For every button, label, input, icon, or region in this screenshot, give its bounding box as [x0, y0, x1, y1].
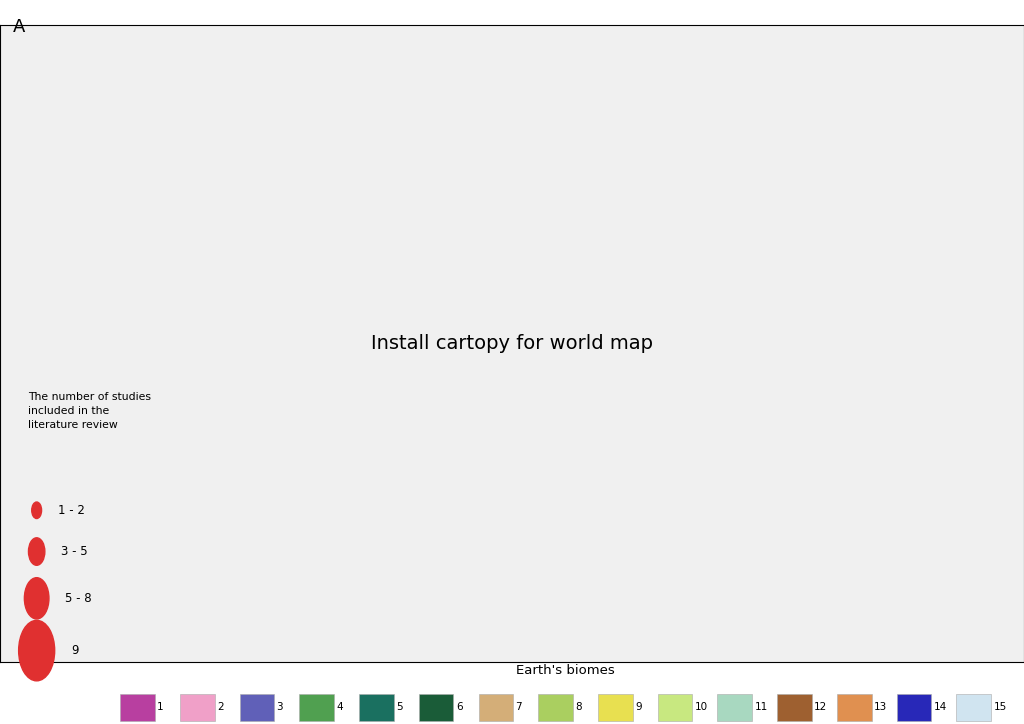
Text: 15: 15 — [993, 702, 1007, 712]
Bar — [718, 694, 752, 721]
Bar — [897, 694, 932, 721]
Bar — [598, 694, 633, 721]
Bar — [657, 694, 692, 721]
Text: Install cartopy for world map: Install cartopy for world map — [371, 334, 653, 353]
Text: 2: 2 — [217, 702, 223, 712]
Bar — [299, 694, 334, 721]
Text: 13: 13 — [874, 702, 887, 712]
Text: 6: 6 — [456, 702, 463, 712]
Circle shape — [32, 502, 42, 518]
Text: A: A — [13, 18, 26, 36]
Text: 9: 9 — [635, 702, 642, 712]
Circle shape — [29, 538, 45, 565]
Circle shape — [25, 578, 49, 619]
Text: 11: 11 — [755, 702, 768, 712]
Text: 1 - 2: 1 - 2 — [58, 504, 85, 517]
Bar — [837, 694, 871, 721]
Circle shape — [18, 620, 54, 681]
Text: 4: 4 — [336, 702, 343, 712]
Text: 9: 9 — [71, 644, 79, 657]
Bar — [359, 694, 393, 721]
Text: 5 - 8: 5 - 8 — [66, 592, 92, 605]
Bar — [956, 694, 991, 721]
Bar — [539, 694, 573, 721]
Bar — [180, 694, 215, 721]
Bar — [240, 694, 274, 721]
Text: 3: 3 — [276, 702, 284, 712]
Text: 3 - 5: 3 - 5 — [61, 545, 88, 558]
Text: The number of studies
included in the
literature review: The number of studies included in the li… — [29, 392, 152, 430]
Text: 8: 8 — [575, 702, 582, 712]
Text: 5: 5 — [396, 702, 402, 712]
Bar — [120, 694, 155, 721]
Text: 10: 10 — [694, 702, 708, 712]
Text: 7: 7 — [516, 702, 522, 712]
Text: 12: 12 — [814, 702, 827, 712]
Bar — [419, 694, 454, 721]
Bar — [777, 694, 812, 721]
Bar — [478, 694, 513, 721]
Text: 14: 14 — [934, 702, 947, 712]
Text: 1: 1 — [158, 702, 164, 712]
Text: Earth's biomes: Earth's biomes — [516, 665, 615, 678]
